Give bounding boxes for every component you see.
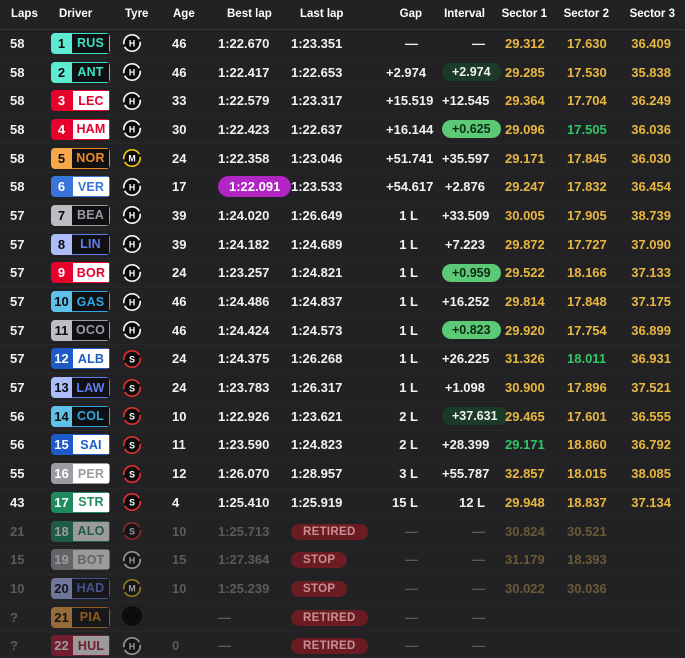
svg-text:S: S: [129, 354, 135, 364]
svg-text:S: S: [129, 498, 135, 508]
svg-text:H: H: [129, 211, 135, 221]
svg-text:H: H: [129, 182, 135, 192]
svg-text:H: H: [129, 39, 135, 49]
svg-text:H: H: [129, 641, 135, 651]
svg-text:S: S: [129, 412, 135, 422]
svg-text:H: H: [129, 555, 135, 565]
svg-text:H: H: [129, 96, 135, 106]
svg-text:S: S: [129, 440, 135, 450]
svg-text:H: H: [129, 239, 135, 249]
svg-text:S: S: [129, 526, 135, 536]
svg-text:S: S: [129, 469, 135, 479]
svg-text:M: M: [128, 153, 135, 163]
svg-text:H: H: [129, 297, 135, 307]
svg-text:H: H: [129, 67, 135, 77]
svg-text:H: H: [129, 268, 135, 278]
svg-text:M: M: [128, 584, 135, 594]
svg-text:S: S: [129, 383, 135, 393]
svg-text:H: H: [129, 326, 135, 336]
svg-text:H: H: [129, 125, 135, 135]
